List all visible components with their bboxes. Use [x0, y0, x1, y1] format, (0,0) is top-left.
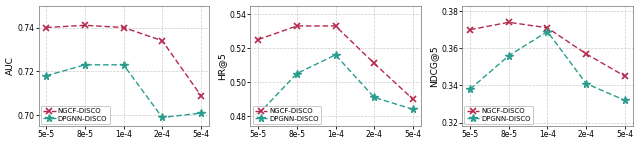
NGCF-DISCO — [505, 21, 513, 23]
NGCF-DISCO — [409, 98, 417, 100]
DPGNN-DISCO — [120, 64, 127, 66]
DPGNN-DISCO — [81, 64, 89, 66]
NGCF-DISCO — [81, 25, 89, 26]
DPGNN-DISCO — [543, 31, 551, 32]
DPGNN-DISCO — [197, 112, 205, 114]
Line: NGCF-DISCO: NGCF-DISCO — [467, 19, 628, 79]
Line: DPGNN-DISCO: DPGNN-DISCO — [467, 28, 628, 104]
NGCF-DISCO — [120, 27, 127, 28]
Legend: NGCF-DISCO, DPGNN-DISCO: NGCF-DISCO, DPGNN-DISCO — [253, 106, 321, 124]
DPGNN-DISCO — [42, 75, 50, 77]
NGCF-DISCO — [582, 53, 590, 55]
DPGNN-DISCO — [467, 88, 474, 90]
Line: NGCF-DISCO: NGCF-DISCO — [43, 22, 204, 99]
DPGNN-DISCO — [582, 83, 590, 84]
DPGNN-DISCO — [332, 54, 339, 56]
NGCF-DISCO — [371, 62, 378, 64]
Legend: NGCF-DISCO, DPGNN-DISCO: NGCF-DISCO, DPGNN-DISCO — [465, 106, 533, 124]
NGCF-DISCO — [467, 29, 474, 31]
Y-axis label: NDCG@5: NDCG@5 — [429, 45, 438, 87]
DPGNN-DISCO — [293, 73, 301, 74]
DPGNN-DISCO — [158, 117, 166, 118]
NGCF-DISCO — [293, 25, 301, 27]
Y-axis label: AUC: AUC — [6, 57, 15, 75]
NGCF-DISCO — [621, 75, 628, 77]
DPGNN-DISCO — [621, 99, 628, 101]
Line: NGCF-DISCO: NGCF-DISCO — [255, 23, 416, 102]
NGCF-DISCO — [197, 95, 205, 96]
DPGNN-DISCO — [409, 108, 417, 110]
Line: DPGNN-DISCO: DPGNN-DISCO — [254, 51, 417, 118]
Legend: NGCF-DISCO, DPGNN-DISCO: NGCF-DISCO, DPGNN-DISCO — [40, 106, 109, 124]
DPGNN-DISCO — [254, 114, 262, 115]
NGCF-DISCO — [42, 27, 50, 28]
Y-axis label: HR@5: HR@5 — [218, 52, 227, 80]
NGCF-DISCO — [158, 40, 166, 42]
NGCF-DISCO — [254, 39, 262, 40]
NGCF-DISCO — [332, 25, 339, 27]
DPGNN-DISCO — [371, 97, 378, 98]
Line: DPGNN-DISCO: DPGNN-DISCO — [42, 61, 205, 121]
NGCF-DISCO — [543, 27, 551, 29]
DPGNN-DISCO — [505, 55, 513, 57]
